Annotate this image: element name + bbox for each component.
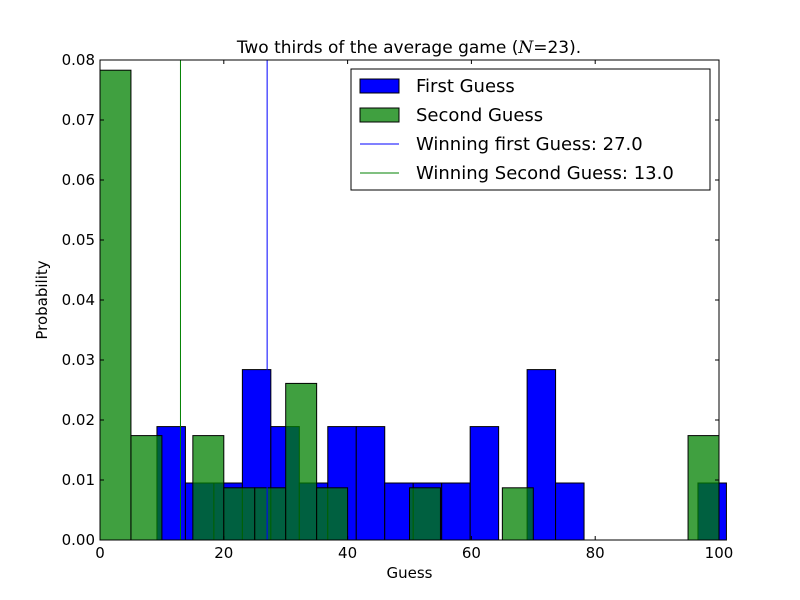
bar (130, 435, 163, 541)
legend-label: Second Guess (416, 105, 543, 126)
bar (555, 482, 585, 541)
bar (501, 487, 534, 541)
bar (355, 426, 386, 541)
y-tick-label: 0.08 (62, 51, 95, 69)
bar (99, 69, 132, 541)
x-tick-label: 20 (214, 544, 233, 562)
x-tick-label: 40 (338, 544, 357, 562)
legend-box (350, 68, 711, 191)
series-2 (99, 69, 720, 541)
legend-label: Winning Second Guess: 13.0 (416, 163, 674, 184)
x-tick-label: 60 (462, 544, 481, 562)
bar (223, 487, 256, 541)
y-tick-label: 0.03 (62, 351, 95, 369)
legend: First Guess Second Guess Winning first Gue… (350, 68, 711, 191)
y-tick-label: 0.07 (62, 111, 95, 129)
x-tick-label: 80 (586, 544, 605, 562)
y-tick-label: 0.05 (62, 231, 95, 249)
legend-swatch (359, 107, 400, 123)
legend-swatch (359, 78, 400, 94)
y-tick-label: 0.06 (62, 171, 95, 189)
bar (316, 487, 349, 541)
y-axis-label: Probability (33, 260, 51, 339)
bar (441, 482, 471, 541)
x-axis-label: Guess (387, 564, 433, 582)
y-tick-label: 0.04 (62, 291, 95, 309)
bar (687, 435, 720, 541)
chart-title: Two thirds of the average game (N=23). (236, 38, 581, 58)
bar (254, 487, 287, 541)
legend-label: Winning first Guess: 27.0 (416, 134, 643, 155)
y-tick-label: 0.02 (62, 411, 95, 429)
y-tick-label: 0.01 (62, 471, 95, 489)
bar (192, 435, 225, 541)
bar (469, 426, 500, 541)
legend-label: First Guess (416, 76, 515, 97)
bar (384, 482, 414, 541)
y-tick-label: 0.00 (62, 531, 95, 549)
x-tick-label: 0 (95, 544, 105, 562)
bar (409, 487, 441, 541)
bar (285, 382, 318, 541)
x-tick-label: 100 (705, 544, 734, 562)
